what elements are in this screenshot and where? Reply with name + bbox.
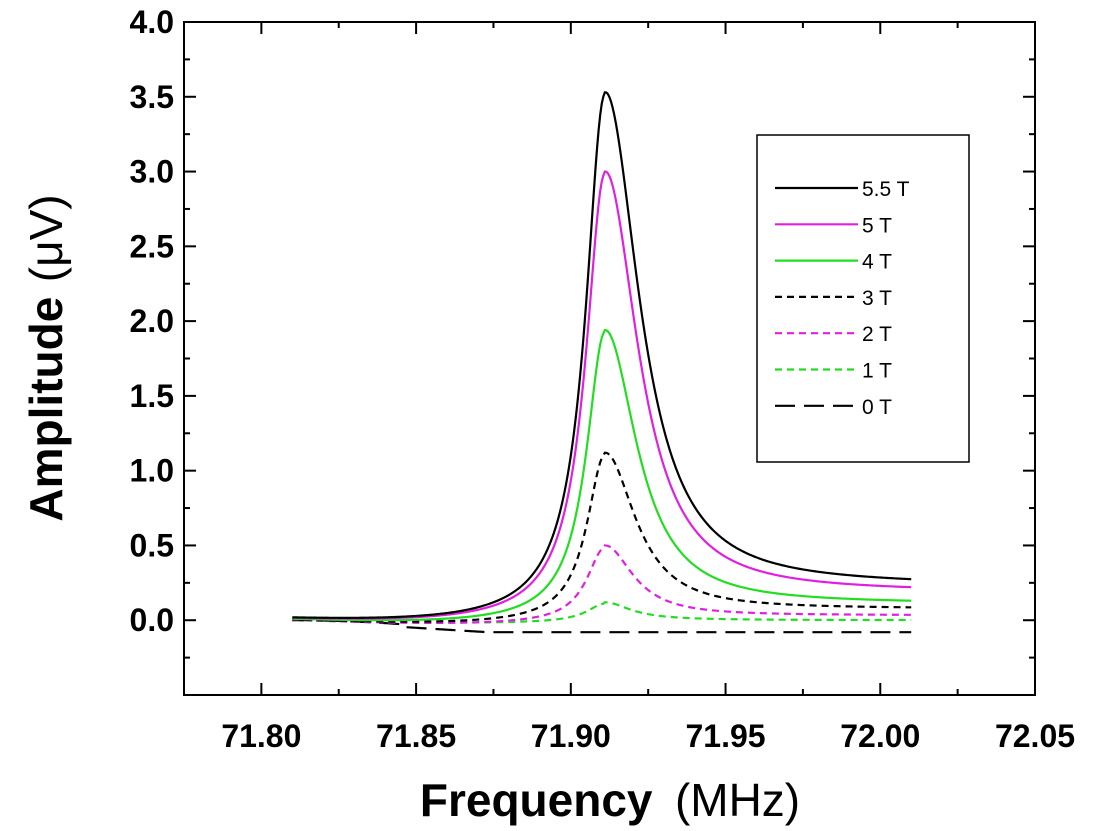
x-axis-label: Frequency (MHz)	[420, 774, 800, 826]
y-tick-label: 4.0	[130, 4, 174, 40]
y-tick-label: 2.0	[130, 303, 174, 339]
legend-label: 3 T	[862, 287, 892, 310]
legend-label: 4 T	[862, 251, 892, 274]
legend-label: 2 T	[862, 323, 892, 346]
x-tick-label: 72.00	[840, 718, 920, 754]
y-tick-label: 3.5	[130, 79, 174, 115]
y-tick-label: 3.0	[130, 154, 174, 190]
legend-label: 1 T	[862, 360, 892, 383]
series-line	[292, 619, 912, 634]
series-line	[292, 544, 912, 624]
legend-label: 5.5 T	[862, 178, 910, 201]
legend-label: 5 T	[862, 214, 892, 237]
x-tick-label: 71.85	[376, 718, 456, 754]
x-axis-ticks: 71.80 71.85 71.90 71.95 72.00 72.05	[183, 22, 1075, 754]
y-tick-label: 2.5	[130, 228, 174, 264]
legend: 5.5 T 5 T 4 T 3 T 2 T 1 T 0 T	[756, 134, 970, 463]
y-tick-label: 0.0	[130, 602, 174, 638]
y-axis-ticks: 0.0 0.5 1.0 1.5 2.0 2.5 3.0 3.5 4.0	[130, 4, 1035, 696]
y-tick-label: 1.5	[130, 378, 174, 414]
series-line	[292, 328, 912, 622]
series-line	[292, 601, 912, 624]
y-axis-label: Amplitude (μV)	[20, 194, 72, 521]
x-tick-label: 71.80	[221, 718, 301, 754]
x-tick-label: 72.05	[995, 718, 1075, 754]
legend-box	[756, 134, 970, 463]
x-tick-label: 71.95	[686, 718, 766, 754]
y-tick-label: 0.5	[130, 527, 174, 563]
y-tick-label: 1.0	[130, 453, 174, 489]
legend-label: 0 T	[862, 396, 892, 419]
series-line	[292, 91, 912, 619]
legend-items: 5.5 T 5 T 4 T 3 T 2 T 1 T 0 T	[775, 178, 910, 419]
x-tick-label: 71.90	[531, 718, 611, 754]
plot-series	[292, 91, 912, 634]
